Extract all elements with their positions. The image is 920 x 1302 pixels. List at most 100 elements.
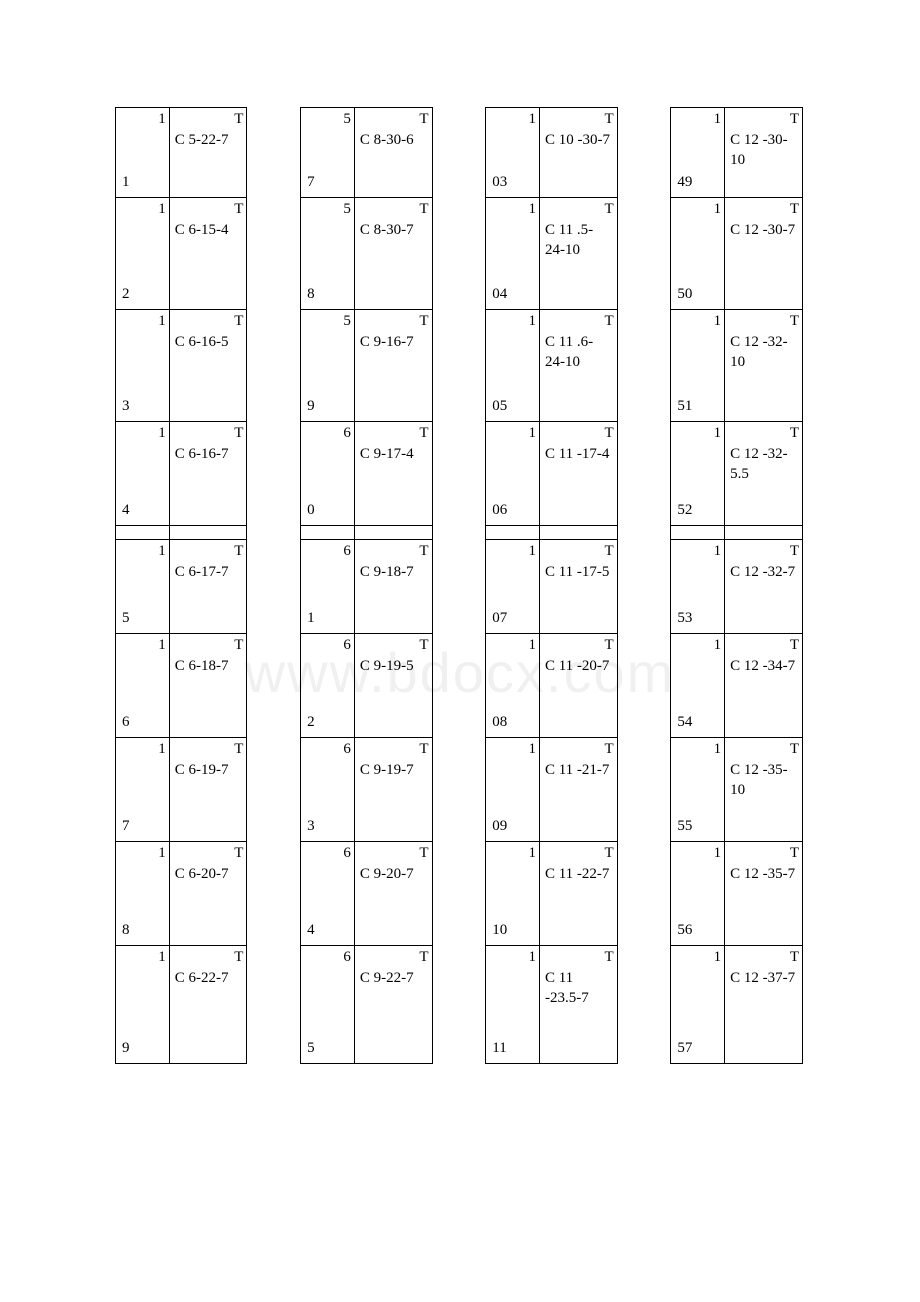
table-cell-code: TC 6-20-7 [169, 842, 247, 946]
cell-bottom-number: 9 [122, 1040, 130, 1057]
table-cell-index: 58 [301, 198, 355, 310]
table-cell-index: 149 [671, 108, 725, 198]
cell-top-number: 1 [158, 845, 166, 862]
spacer-cell [432, 108, 486, 198]
cell-bottom-number: 9 [307, 398, 315, 415]
table-cell-index: 11 [116, 108, 170, 198]
cell-top-letter: T [234, 637, 243, 654]
table-cell-code: TC 11 .6-24-10 [539, 310, 617, 422]
table-cell-index: 103 [486, 108, 540, 198]
cell-bottom-number: 05 [492, 398, 507, 415]
cell-top-letter: T [790, 949, 799, 966]
table-cell-code: TC 11 -22-7 [539, 842, 617, 946]
table-cell-code: TC 12 -34-7 [725, 634, 803, 738]
cell-top-letter: T [790, 543, 799, 560]
table-cell-code: TC 12 -30-10 [725, 108, 803, 198]
spacer-cell [247, 946, 301, 1064]
cell-bottom-number: 54 [677, 714, 692, 731]
spacer-cell [247, 198, 301, 310]
cell-bottom-number: 8 [307, 286, 315, 303]
table-row: 11TC 5-22-757TC 8-30-6103TC 10 -30-7149T… [116, 108, 803, 198]
cell-bottom-number: 10 [492, 922, 507, 939]
table-cell-index: 107 [486, 540, 540, 634]
spacer-cell [247, 422, 301, 526]
table-cell-code: TC 12 -32-7 [725, 540, 803, 634]
spacer-cell [247, 738, 301, 842]
cell-top-letter: T [605, 741, 614, 758]
gap-cell [486, 526, 540, 540]
spacer-cell [432, 540, 486, 634]
data-table: 11TC 5-22-757TC 8-30-6103TC 10 -30-7149T… [115, 107, 803, 1064]
table-cell-index: 105 [486, 310, 540, 422]
cell-top-number: 1 [158, 637, 166, 654]
cell-top-letter: T [605, 637, 614, 654]
cell-bottom-number: 51 [677, 398, 692, 415]
table-cell-index: 14 [116, 422, 170, 526]
cell-top-letter: T [790, 111, 799, 128]
table-cell-code: TC 9-16-7 [354, 310, 432, 422]
table-cell-code: TC 11 .5-24-10 [539, 198, 617, 310]
table-cell-code: TC 12 -35-7 [725, 842, 803, 946]
cell-top-letter: T [790, 741, 799, 758]
table-cell-index: 108 [486, 634, 540, 738]
cell-top-number: 1 [714, 425, 722, 442]
gap-cell [301, 526, 355, 540]
cell-top-letter: T [419, 741, 428, 758]
table-cell-index: 59 [301, 310, 355, 422]
cell-top-letter: T [790, 425, 799, 442]
table-cell-index: 151 [671, 310, 725, 422]
spacer-cell [617, 946, 671, 1064]
cell-bottom-number: 1 [122, 174, 130, 191]
cell-top-number: 1 [714, 949, 722, 966]
cell-top-letter: T [234, 313, 243, 330]
spacer-cell [432, 946, 486, 1064]
cell-bottom-number: 56 [677, 922, 692, 939]
cell-bottom-number: 5 [122, 610, 130, 627]
gap-cell [354, 526, 432, 540]
table-cell-index: 157 [671, 946, 725, 1064]
cell-top-letter: T [419, 111, 428, 128]
table-row: 14TC 6-16-760TC 9-17-4106TC 11 -17-4152T… [116, 422, 803, 526]
cell-top-number: 1 [714, 543, 722, 560]
table-cell-code: TC 5-22-7 [169, 108, 247, 198]
cell-top-letter: T [605, 845, 614, 862]
spacer-cell [432, 842, 486, 946]
table-cell-code: TC 6-18-7 [169, 634, 247, 738]
table-cell-index: 13 [116, 310, 170, 422]
gap-cell [539, 526, 617, 540]
table-cell-index: 65 [301, 946, 355, 1064]
cell-bottom-number: 7 [307, 174, 315, 191]
spacer-cell [247, 310, 301, 422]
cell-top-letter: T [419, 425, 428, 442]
table-cell-code: TC 6-19-7 [169, 738, 247, 842]
gap-cell [169, 526, 247, 540]
table-cell-code: TC 11 -20-7 [539, 634, 617, 738]
spacer-cell [432, 634, 486, 738]
table-cell-code: TC 12 -37-7 [725, 946, 803, 1064]
cell-bottom-number: 2 [122, 286, 130, 303]
table-cell-code: TC 12 -35-10 [725, 738, 803, 842]
cell-top-number: 1 [714, 637, 722, 654]
cell-top-number: 6 [343, 949, 351, 966]
spacer-cell [617, 540, 671, 634]
table-cell-code: TC 12 -30-7 [725, 198, 803, 310]
table-cell-index: 16 [116, 634, 170, 738]
table-cell-index: 104 [486, 198, 540, 310]
cell-top-letter: T [419, 313, 428, 330]
table-cell-index: 156 [671, 842, 725, 946]
cell-bottom-number: 55 [677, 818, 692, 835]
cell-top-letter: T [605, 313, 614, 330]
table-cell-index: 155 [671, 738, 725, 842]
cell-top-number: 5 [343, 111, 351, 128]
table-cell-index: 60 [301, 422, 355, 526]
cell-top-number: 1 [528, 845, 536, 862]
table-cell-index: 1 10 [486, 842, 540, 946]
table-cell-code: TC 11 -21-7 [539, 738, 617, 842]
table-cell-code: TC 6-22-7 [169, 946, 247, 1064]
table-row: 12TC 6-15-458TC 8-30-7104TC 11 .5-24-101… [116, 198, 803, 310]
table-cell-code: TC 6-16-5 [169, 310, 247, 422]
cell-bottom-number: 49 [677, 174, 692, 191]
cell-top-number: 1 [158, 949, 166, 966]
cell-bottom-number: 5 [307, 1040, 315, 1057]
table-cell-index: 15 [116, 540, 170, 634]
